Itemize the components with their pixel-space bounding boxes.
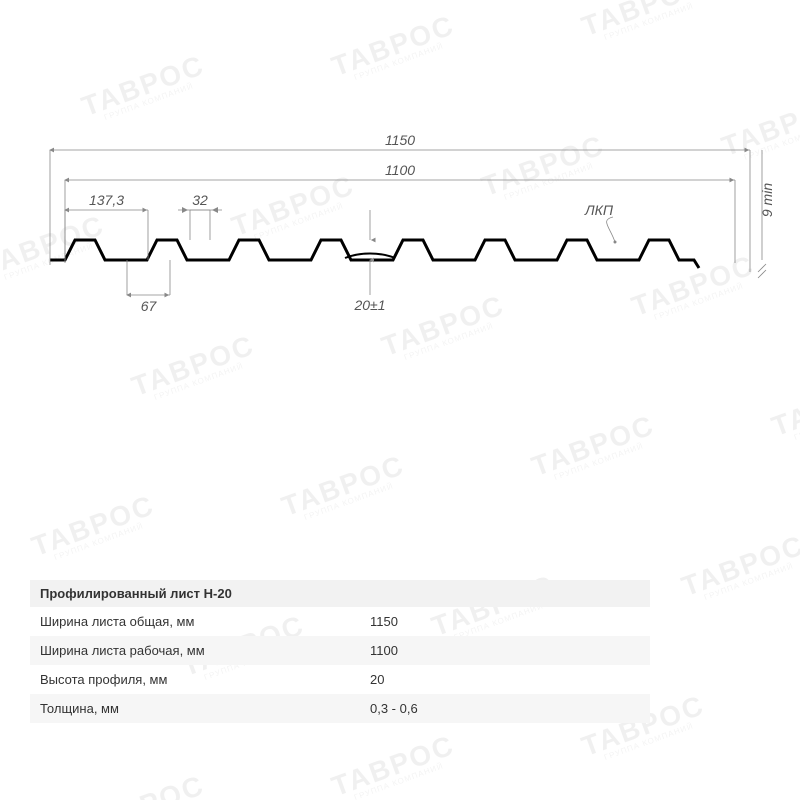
svg-text:ЛКП: ЛКП xyxy=(584,202,614,218)
watermark: ТАВРОСГРУППА КОМПАНИЙ xyxy=(278,449,411,528)
svg-text:1100: 1100 xyxy=(385,162,415,178)
spec-label: Высота профиля, мм xyxy=(40,672,370,687)
svg-text:32: 32 xyxy=(192,192,208,208)
svg-text:1150: 1150 xyxy=(385,132,415,148)
spec-value: 1150 xyxy=(370,614,640,629)
svg-text:137,3: 137,3 xyxy=(89,192,124,208)
profile-diagram: 1150 1100 137,3 32 67 20±1 ЛКП 9 min xyxy=(0,0,800,400)
spec-row: Ширина листа рабочая, мм1100 xyxy=(30,636,650,665)
watermark: ТАВРОСГРУППА КОМПАНИЙ xyxy=(28,489,161,568)
watermark: ТАВРОСГРУППА КОМПАНИЙ xyxy=(528,409,661,488)
spec-value: 0,3 - 0,6 xyxy=(370,701,640,716)
watermark: ТАВРОСГРУППА КОМПАНИЙ xyxy=(78,769,211,800)
svg-text:9 min: 9 min xyxy=(759,183,775,217)
spec-table: Профилированный лист Н-20 Ширина листа о… xyxy=(30,580,650,723)
svg-text:20±1: 20±1 xyxy=(353,297,385,313)
spec-row: Толщина, мм0,3 - 0,6 xyxy=(30,694,650,723)
spec-label: Ширина листа общая, мм xyxy=(40,614,370,629)
spec-value: 1100 xyxy=(370,643,640,658)
spec-title: Профилированный лист Н-20 xyxy=(30,580,650,607)
spec-label: Ширина листа рабочая, мм xyxy=(40,643,370,658)
spec-row: Высота профиля, мм20 xyxy=(30,665,650,694)
spec-value: 20 xyxy=(370,672,640,687)
watermark: ТАВРОСГРУППА КОМПАНИЙ xyxy=(678,529,800,608)
break-mark xyxy=(345,254,395,259)
spec-label: Толщина, мм xyxy=(40,701,370,716)
svg-text:67: 67 xyxy=(141,298,158,314)
watermark: ТАВРОСГРУППА КОМПАНИЙ xyxy=(328,729,461,800)
spec-row: Ширина листа общая, мм1150 xyxy=(30,607,650,636)
